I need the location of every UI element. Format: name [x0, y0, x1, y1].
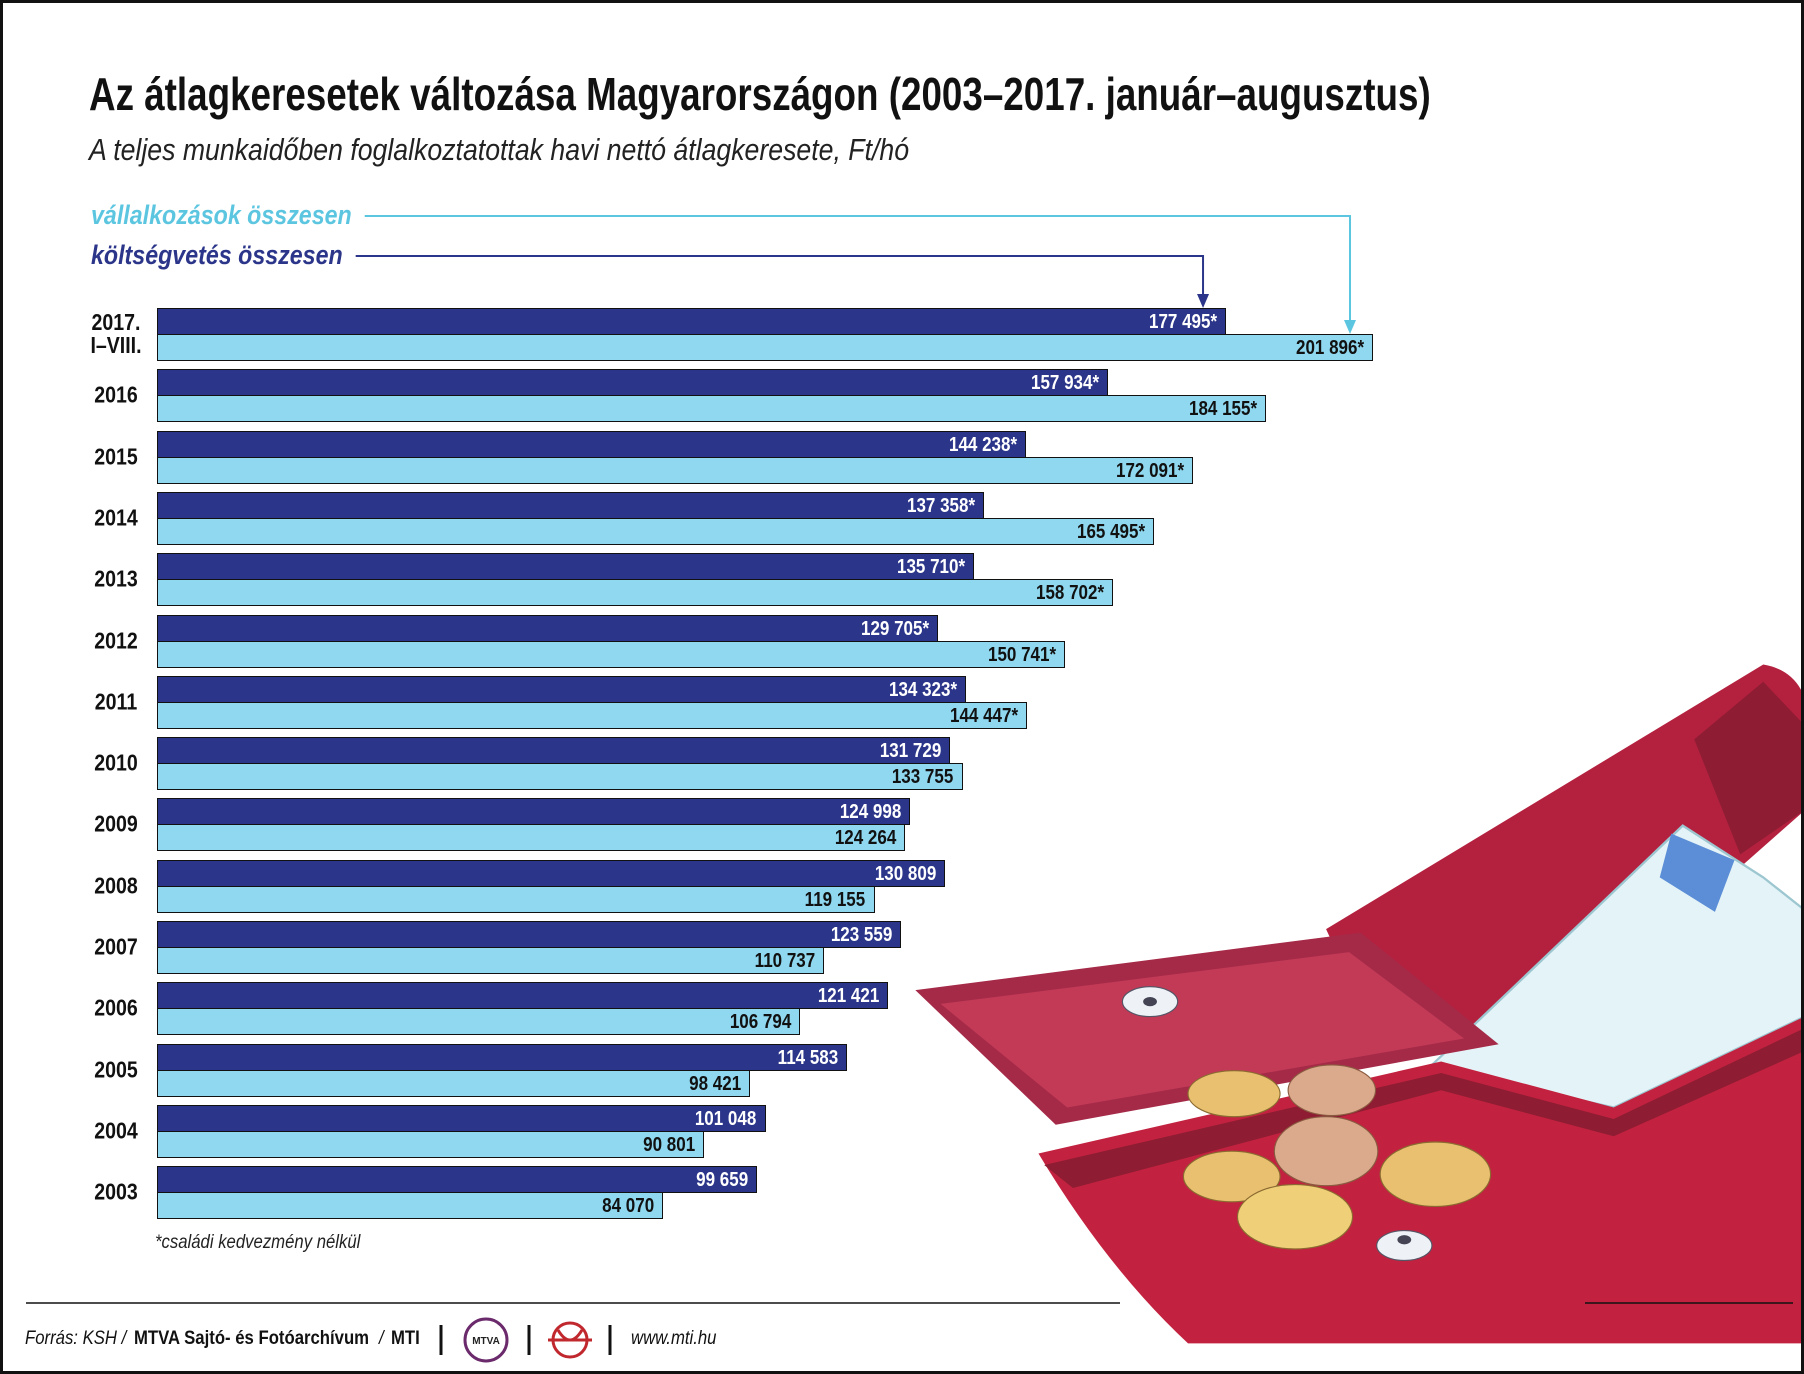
- url: www.mti.hu: [631, 1328, 717, 1349]
- bar: [157, 334, 1373, 361]
- category-label: 2015: [94, 443, 138, 470]
- bar: [157, 737, 951, 765]
- value-label: 158 702*: [1035, 582, 1104, 605]
- source-prefix: Forrás: KSH /: [25, 1328, 127, 1349]
- value-label: 131 729: [879, 740, 942, 763]
- legend-connector: [355, 255, 1205, 298]
- bar: [157, 921, 902, 948]
- category-label: 2011: [94, 688, 138, 715]
- bar: [157, 885, 875, 913]
- value-label: 134 323*: [888, 678, 958, 701]
- value-label: 124 264: [834, 827, 897, 850]
- bar: [157, 456, 1194, 484]
- category-label: 2003: [94, 1178, 138, 1205]
- bar: [157, 395, 1267, 423]
- value-label: 98 421: [688, 1072, 741, 1095]
- legend-entry: vállalkozások összesen: [91, 200, 352, 230]
- source-main: MTVA Sajtó- és Fotóarchívum: [134, 1328, 370, 1349]
- value-label: 114 583: [777, 1046, 839, 1069]
- value-label: 144 238*: [948, 433, 1017, 456]
- value-label: 150 741*: [987, 643, 1056, 666]
- value-label: 144 447*: [949, 704, 1018, 727]
- legend-connector: [364, 215, 1351, 324]
- category-label: 2014: [94, 504, 138, 531]
- mti-logo-mark: [548, 1329, 592, 1342]
- source-end: MTI: [391, 1328, 420, 1349]
- value-label: 135 710*: [897, 556, 966, 579]
- value-label: 90 801: [642, 1133, 695, 1156]
- bar: [157, 430, 1026, 458]
- category-label: 2017. I–VIII.: [90, 309, 142, 358]
- bar: [157, 1104, 766, 1132]
- value-label: 184 155*: [1189, 398, 1258, 421]
- value-label: 129 705*: [861, 617, 930, 640]
- bar: [157, 824, 906, 852]
- bar: [157, 553, 975, 581]
- value-label: 137 358*: [907, 494, 976, 517]
- category-label: 2016: [94, 381, 138, 408]
- bar: [157, 579, 1113, 607]
- bar: [157, 517, 1154, 545]
- chart-title: Az átlagkeresetek változása Magyarország…: [89, 68, 1431, 120]
- value-label: 121 421: [817, 985, 880, 1008]
- category-label: 2008: [94, 872, 138, 899]
- mtva-logo: [463, 1317, 509, 1363]
- bar: [157, 798, 910, 826]
- source-sep: /: [379, 1328, 384, 1349]
- value-label: 123 559: [830, 924, 893, 946]
- value-label: 124 998: [839, 801, 901, 824]
- value-label: 157 934*: [1031, 372, 1100, 395]
- bar: [157, 491, 985, 519]
- value-label: 130 809: [874, 862, 936, 885]
- value-label: 165 495*: [1076, 520, 1145, 543]
- bar: [157, 675, 966, 703]
- category-label: 2012: [94, 627, 138, 653]
- category-label: 2010: [94, 749, 138, 776]
- bar: [157, 763, 963, 791]
- category-label: 2009: [94, 810, 138, 837]
- bar: [157, 640, 1065, 668]
- wallet-illustration: [915, 664, 1801, 1344]
- value-label: 106 794: [729, 1011, 792, 1034]
- bar: [157, 982, 889, 1010]
- category-label: 2006: [94, 994, 138, 1021]
- value-label: 99 659: [696, 1169, 749, 1192]
- bar: [157, 701, 1027, 729]
- logo-text: MTVA: [472, 1336, 500, 1347]
- category-label: 2007: [94, 933, 138, 960]
- footnote: *családi kedvezmény nélkül: [155, 1232, 361, 1253]
- value-label: 119 155: [805, 888, 866, 911]
- bar: [157, 614, 939, 642]
- bar: [157, 308, 1227, 335]
- bar: [157, 947, 824, 974]
- bar: [157, 369, 1109, 397]
- bar: [157, 1130, 704, 1158]
- value-label: 172 091*: [1116, 459, 1185, 482]
- legend-arrow: [1344, 320, 1356, 334]
- value-label: 177 495*: [1148, 311, 1218, 333]
- value-label: 84 070: [602, 1195, 655, 1218]
- bar: [157, 859, 945, 887]
- value-label: 201 896*: [1295, 337, 1364, 359]
- bar: [157, 1166, 758, 1194]
- chart-subtitle: A teljes munkaidőben foglalkoztatottak h…: [89, 132, 910, 167]
- legend-entry: költségvetés összesen: [91, 240, 343, 270]
- bar: [157, 1069, 750, 1097]
- category-label: 2004: [94, 1117, 138, 1144]
- category-label: 2013: [94, 565, 138, 592]
- legend-arrow: [1197, 294, 1210, 308]
- value-label: 101 048: [695, 1107, 757, 1130]
- artwork: MTVA: [26, 215, 1801, 1363]
- value-label: 133 755: [892, 766, 954, 789]
- bar: [157, 1043, 848, 1071]
- value-label: 110 737: [754, 950, 815, 972]
- bar: [157, 1008, 801, 1036]
- bar: [157, 1192, 664, 1220]
- category-label: 2005: [94, 1056, 138, 1083]
